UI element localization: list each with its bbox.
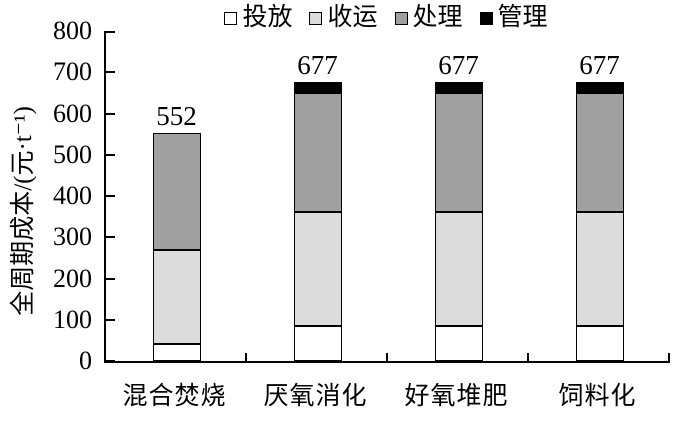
bar-segment-处理 [434,93,483,212]
y-tick-label: 600 [53,98,92,128]
bar-total-label: 677 [297,49,338,80]
y-tick-label: 400 [53,181,92,210]
x-category-label: 混合焚烧 [122,383,227,410]
bar-segment-处理 [293,93,342,212]
chart-legend: 投放 收运 处理 管理 [104,4,668,32]
y-axis-tick [106,31,115,33]
legend-swatch-icon [224,11,238,25]
legend-swatch-icon [394,11,408,25]
bar-segment-收运 [293,212,342,326]
y-tick-label: 0 [79,346,92,375]
bar-total-label: 677 [438,49,479,80]
y-axis-tick [106,318,115,321]
legend-label: 收运 [327,4,378,31]
legend-item-处理: 处理 [394,4,463,32]
x-category-label: 厌氧消化 [263,383,368,410]
legend-label: 处理 [412,4,463,31]
plot-area: 552 677 677 677 [104,31,670,363]
bar-total-label: 677 [579,49,620,80]
legend-item-收运: 收运 [309,4,378,32]
y-axis-tick [106,112,115,115]
bar-segment-管理 [293,82,342,93]
x-axis-tick [527,353,529,361]
x-category-label: 饲料化 [558,383,637,410]
y-tick-label: 800 [53,16,92,45]
y-tick-label: 200 [53,263,92,293]
bar-segment-处理 [152,133,201,250]
y-axis-tick [106,71,115,74]
legend-item-管理: 管理 [479,4,548,32]
y-axis-tick [106,195,115,197]
bar-segment-收运 [434,212,483,326]
legend-label: 投放 [242,4,293,31]
x-axis-tick [668,353,670,361]
legend-swatch-icon [479,11,493,25]
y-tick-label: 500 [53,139,92,169]
y-tick-label: 700 [53,57,92,87]
legend-label: 管理 [497,4,548,31]
y-tick-label: 100 [53,304,92,334]
bar-segment-投放 [434,326,483,361]
y-axis-tick [106,153,115,156]
x-category-label: 好氧堆肥 [404,383,509,410]
y-tick-label: 300 [53,222,92,252]
y-axis-tick [106,236,115,239]
x-axis-tick [386,353,388,361]
bar-segment-管理 [575,82,624,93]
legend-swatch-icon [309,11,323,25]
bar-segment-管理 [434,82,483,93]
bar-segment-投放 [152,344,201,361]
y-axis-tick [106,360,115,362]
bar-segment-投放 [575,326,624,361]
bar-segment-收运 [152,250,201,344]
legend-item-投放: 投放 [224,4,292,32]
y-axis-tick [106,277,115,280]
x-axis-tick [245,353,247,361]
x-axis-category-labels: 混合焚烧 厌氧消化 好氧堆肥 饲料化 [104,382,668,414]
bar-segment-投放 [293,326,342,361]
bar-segment-收运 [575,212,624,326]
bar-segment-处理 [575,93,624,212]
bar-total-label: 552 [156,101,197,132]
